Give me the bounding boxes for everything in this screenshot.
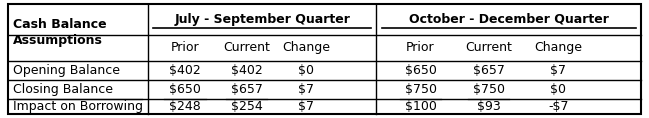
Text: $402: $402: [169, 64, 201, 77]
Text: Current: Current: [465, 41, 512, 54]
Text: $7: $7: [550, 64, 566, 77]
Text: $657: $657: [230, 83, 263, 96]
Text: $254: $254: [231, 100, 262, 113]
Text: Opening Balance: Opening Balance: [13, 64, 120, 77]
Text: $0: $0: [550, 83, 566, 96]
Text: $750: $750: [472, 83, 505, 96]
Text: $750: $750: [404, 83, 437, 96]
Text: $650: $650: [404, 64, 437, 77]
Text: Prior: Prior: [171, 41, 199, 54]
Text: October - December Quarter: October - December Quarter: [409, 13, 609, 26]
Text: Change: Change: [534, 41, 582, 54]
Text: $650: $650: [169, 83, 201, 96]
Text: Impact on Borrowing: Impact on Borrowing: [13, 100, 143, 113]
Text: Closing Balance: Closing Balance: [13, 83, 113, 96]
Text: $93: $93: [477, 100, 500, 113]
Text: $7: $7: [299, 100, 314, 113]
Text: $100: $100: [404, 100, 437, 113]
Text: $0: $0: [299, 64, 314, 77]
Text: $402: $402: [231, 64, 262, 77]
Text: Change: Change: [282, 41, 330, 54]
Text: $248: $248: [169, 100, 201, 113]
Text: $657: $657: [472, 64, 505, 77]
Text: July - September Quarter: July - September Quarter: [175, 13, 350, 26]
Text: -$7: -$7: [548, 100, 569, 113]
Text: Prior: Prior: [406, 41, 435, 54]
Text: Current: Current: [223, 41, 270, 54]
Text: Cash Balance
Assumptions: Cash Balance Assumptions: [13, 18, 106, 47]
Text: $7: $7: [299, 83, 314, 96]
